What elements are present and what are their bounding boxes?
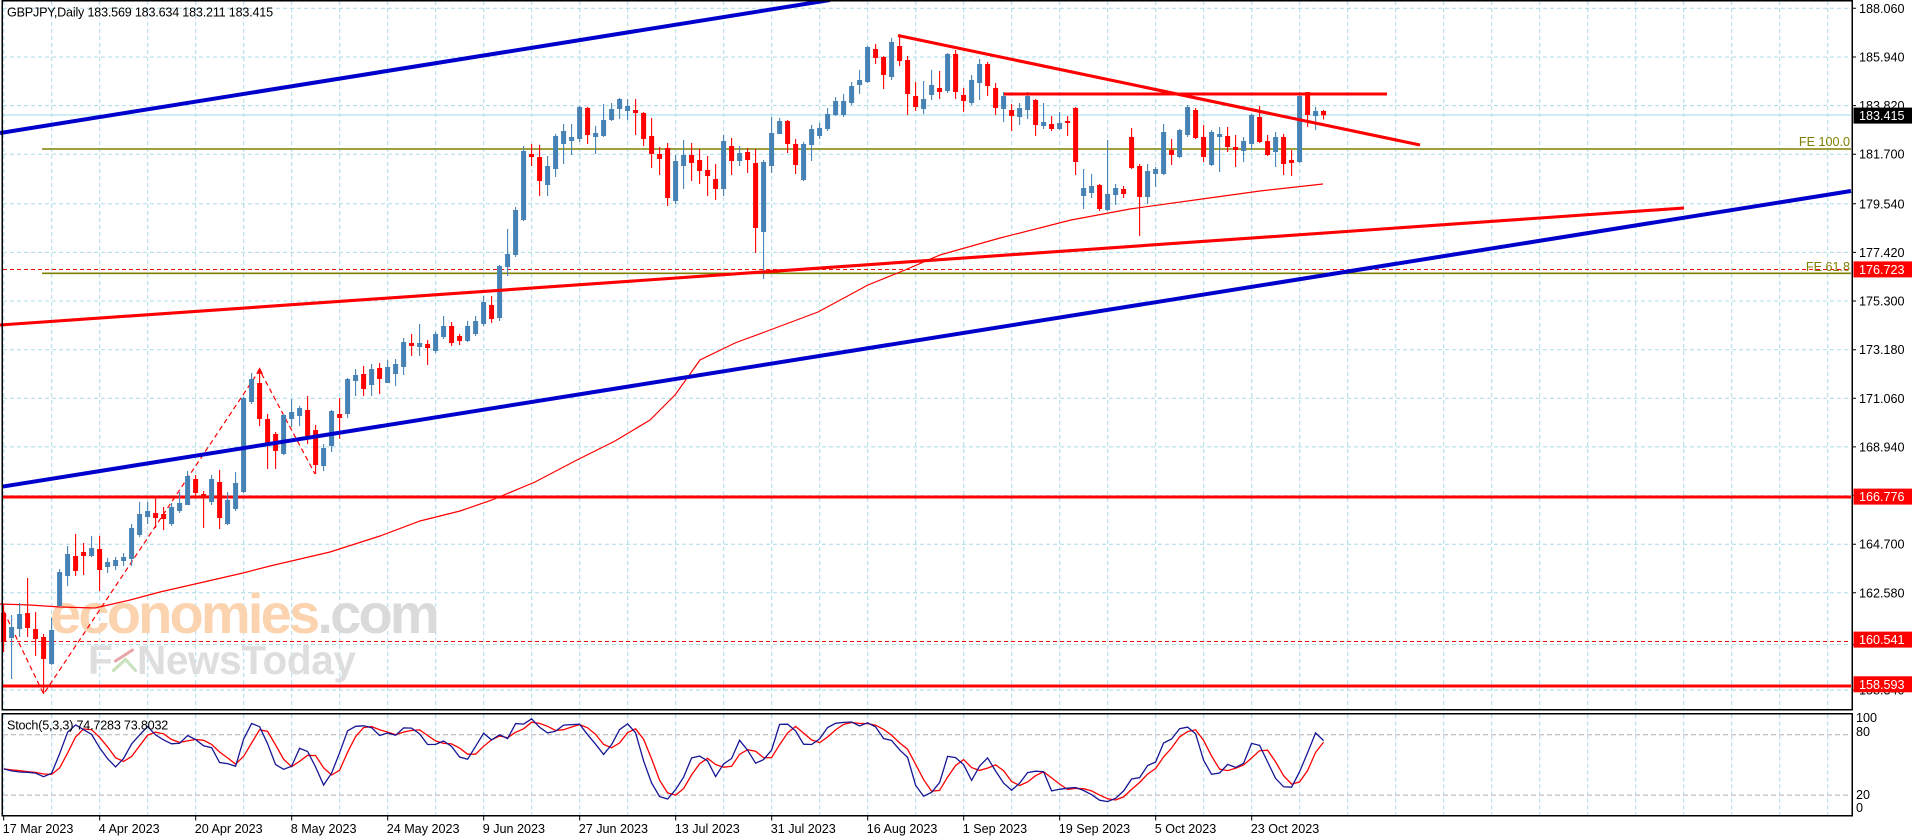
svg-text:181.700: 181.700: [1859, 148, 1905, 162]
svg-text:24 May 2023: 24 May 2023: [387, 822, 460, 836]
svg-text:9 Jun 2023: 9 Jun 2023: [483, 822, 545, 836]
svg-text:158.593: 158.593: [1859, 678, 1905, 692]
svg-text:17 Mar 2023: 17 Mar 2023: [3, 822, 74, 836]
svg-text:80: 80: [1856, 725, 1870, 739]
svg-text:4 Apr 2023: 4 Apr 2023: [99, 822, 160, 836]
svg-text:31 Jul 2023: 31 Jul 2023: [771, 822, 836, 836]
svg-text:economies.com: economies.com: [50, 582, 437, 645]
svg-text:185.940: 185.940: [1859, 51, 1905, 65]
svg-text:19 Sep 2023: 19 Sep 2023: [1059, 822, 1130, 836]
svg-text:179.540: 179.540: [1859, 197, 1905, 211]
svg-text:20 Apr 2023: 20 Apr 2023: [195, 822, 263, 836]
svg-text:FE 61.8: FE 61.8: [1806, 260, 1850, 274]
svg-text:175.300: 175.300: [1859, 295, 1905, 309]
svg-text:183.415: 183.415: [1859, 109, 1905, 123]
svg-text:GBPJPY,Daily 183.569 183.634: GBPJPY,Daily 183.569 183.634 183.211 183…: [7, 6, 273, 20]
svg-text:160.541: 160.541: [1859, 633, 1905, 647]
svg-text:Stoch(5,3,3) 74.7283 73.8032: Stoch(5,3,3) 74.7283 73.8032: [7, 719, 168, 733]
svg-text:173.180: 173.180: [1859, 343, 1905, 357]
svg-text:177.420: 177.420: [1859, 246, 1905, 260]
svg-text:0: 0: [1856, 801, 1863, 815]
svg-text:8 May 2023: 8 May 2023: [291, 822, 357, 836]
svg-text:23 Oct 2023: 23 Oct 2023: [1251, 822, 1320, 836]
svg-text:20: 20: [1856, 788, 1870, 802]
svg-text:100: 100: [1856, 711, 1877, 725]
svg-text:F: F: [88, 637, 112, 683]
svg-text:5 Oct 2023: 5 Oct 2023: [1155, 822, 1217, 836]
svg-text:FE 100.0: FE 100.0: [1799, 135, 1850, 149]
svg-text:188.060: 188.060: [1859, 2, 1905, 16]
svg-text:13 Jul 2023: 13 Jul 2023: [675, 822, 740, 836]
svg-text:171.060: 171.060: [1859, 392, 1905, 406]
svg-text:1 Sep 2023: 1 Sep 2023: [963, 822, 1027, 836]
svg-text:166.776: 166.776: [1859, 490, 1905, 504]
svg-text:16 Aug 2023: 16 Aug 2023: [867, 822, 938, 836]
svg-text:NewsToday: NewsToday: [137, 637, 356, 683]
svg-text:176.723: 176.723: [1859, 263, 1905, 277]
svg-text:162.580: 162.580: [1859, 586, 1905, 600]
svg-text:164.700: 164.700: [1859, 538, 1905, 552]
svg-text:27 Jun 2023: 27 Jun 2023: [579, 822, 648, 836]
svg-text:168.940: 168.940: [1859, 440, 1905, 454]
